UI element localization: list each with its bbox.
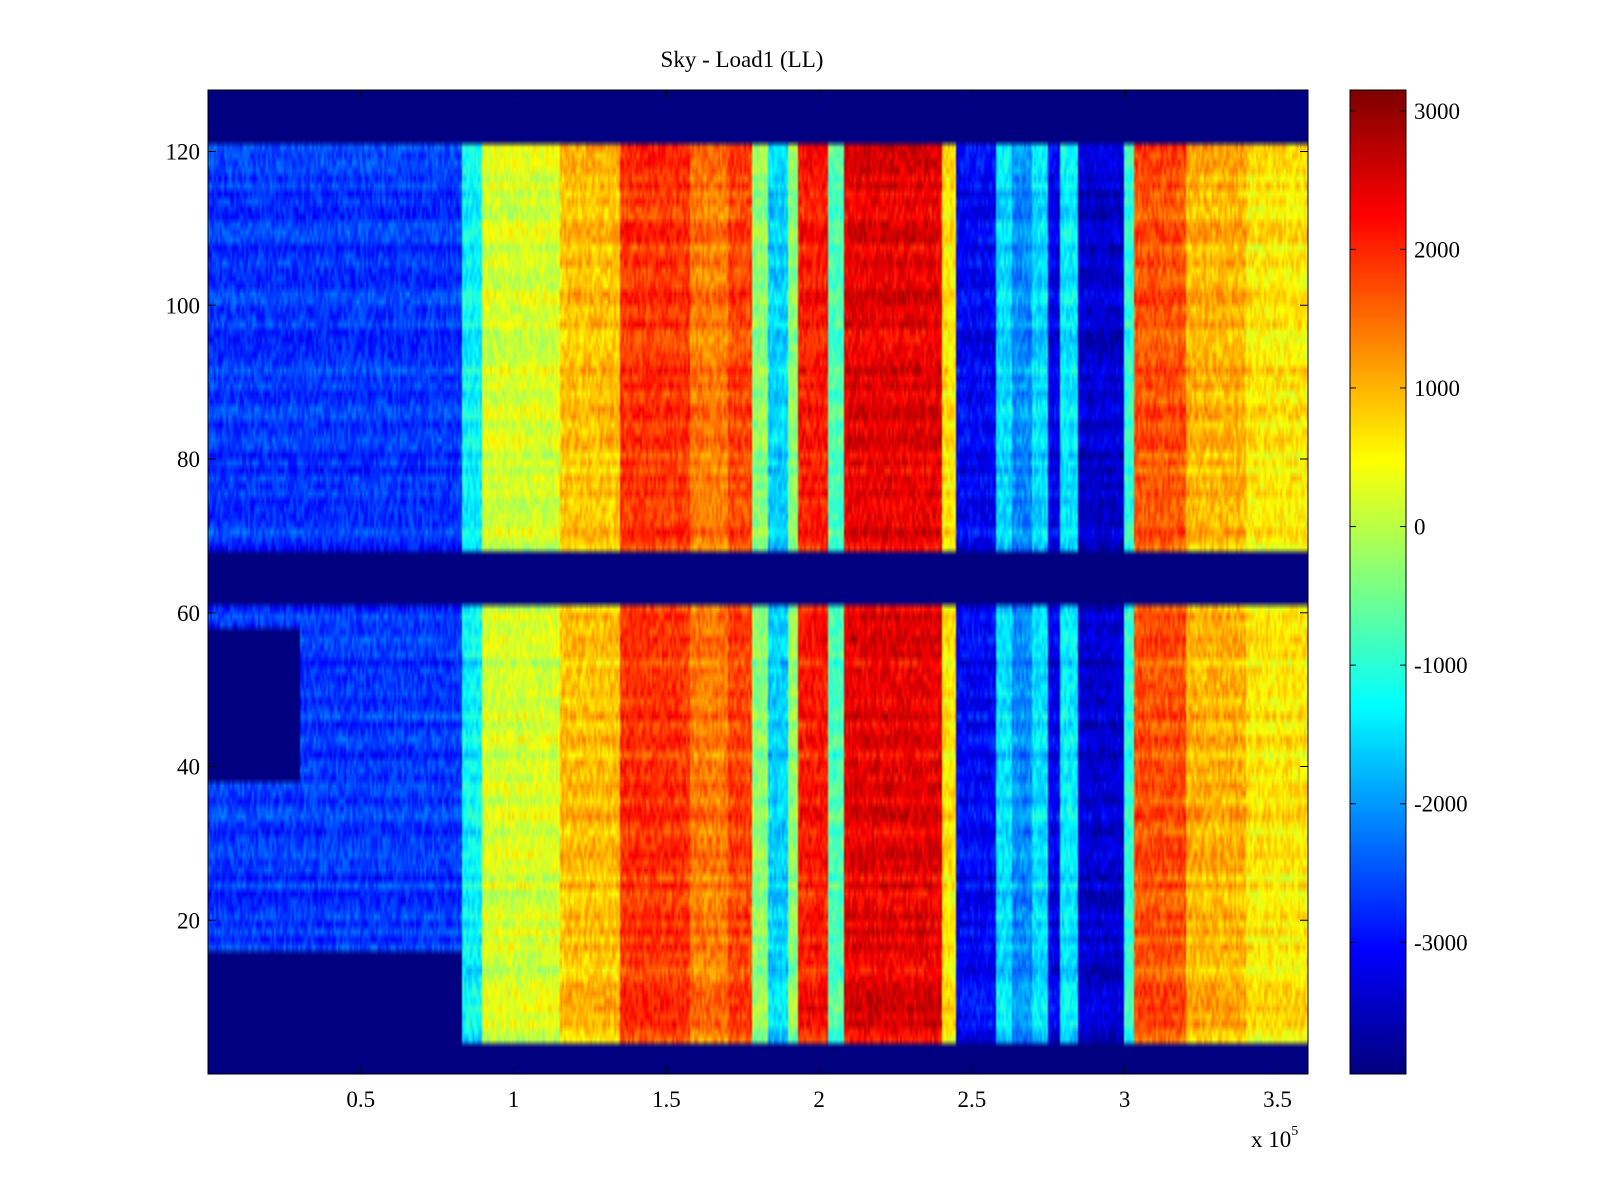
colorbar — [1349, 89, 1407, 1075]
x-tick-label: 2.5 — [958, 1087, 987, 1112]
x-axis-multiplier: x 105 — [1251, 1124, 1298, 1152]
colorbar-gradient — [1350, 90, 1406, 1074]
y-tick-label: 100 — [166, 293, 201, 318]
x-multiplier-exponent: 5 — [1291, 1124, 1298, 1139]
y-axis: 20 40 60 80 100 120 — [166, 140, 1308, 933]
colorbar-tick-label: 1000 — [1414, 376, 1460, 401]
colorbar-frame — [1349, 89, 1407, 1075]
y-tick-label: 80 — [177, 447, 200, 472]
x-tick-label: 2 — [813, 1087, 825, 1112]
heatmap-image — [208, 90, 1308, 1074]
chart-title: Sky - Load1 (LL) — [661, 47, 824, 72]
colorbar-ticks: 3000 2000 1000 0 -1000 -2000 -3000 — [1350, 99, 1468, 955]
x-axis: 0.5 1 1.5 2 2.5 3 3.5 — [346, 90, 1292, 1112]
x-tick-label: 0.5 — [346, 1087, 375, 1112]
plot-frame — [207, 89, 1309, 1075]
y-tick-label: 60 — [177, 601, 200, 626]
x-multiplier-base: x 10 — [1251, 1127, 1291, 1152]
x-tick-label: 1 — [508, 1087, 520, 1112]
y-tick-label: 120 — [166, 140, 201, 165]
y-tick-label: 40 — [177, 755, 200, 780]
colorbar-tick-label: 3000 — [1414, 99, 1460, 124]
x-tick-label: 3 — [1119, 1087, 1131, 1112]
colorbar-tick-label: -2000 — [1414, 792, 1468, 817]
colorbar-tick-label: 0 — [1414, 515, 1426, 540]
colorbar-tick-label: -1000 — [1414, 653, 1468, 678]
x-tick-label: 3.5 — [1263, 1087, 1292, 1112]
x-tick-label: 1.5 — [652, 1087, 681, 1112]
heatmap-plot-area — [207, 89, 1309, 1075]
colorbar-tick-label: 2000 — [1414, 237, 1460, 262]
y-tick-label: 20 — [177, 908, 200, 933]
colorbar-tick-label: -3000 — [1414, 930, 1468, 955]
